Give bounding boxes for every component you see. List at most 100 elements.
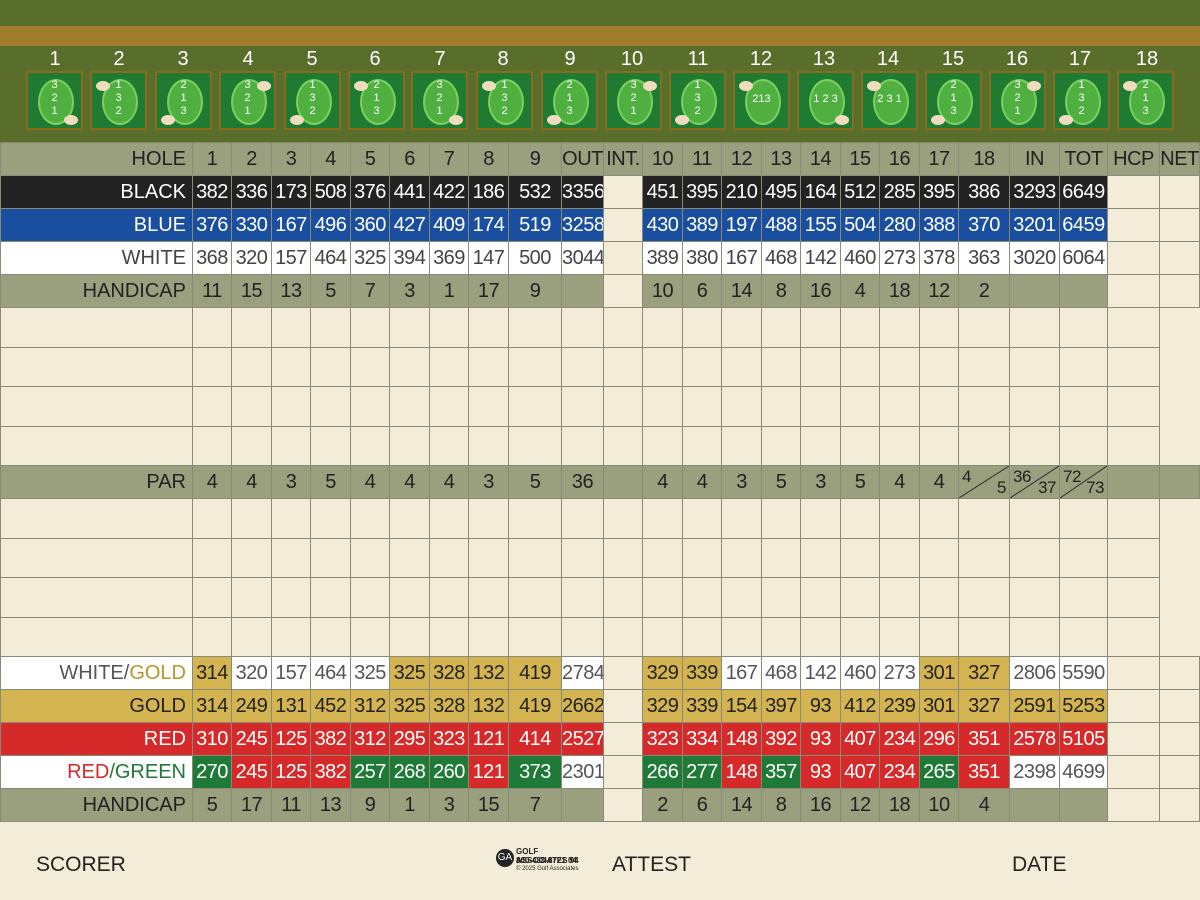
score-entry-cell[interactable]: [958, 537, 1010, 578]
score-entry-cell[interactable]: [429, 386, 469, 427]
score-entry-cell[interactable]: [879, 537, 920, 578]
yardage-cell[interactable]: [1159, 755, 1200, 789]
upper-score-row[interactable]: [0, 307, 1200, 348]
score-entry-cell[interactable]: [721, 537, 762, 578]
yardage-cell[interactable]: [1107, 722, 1160, 756]
score-entry-cell[interactable]: [271, 307, 311, 348]
score-entry-cell[interactable]: [642, 498, 683, 539]
lower-score-row[interactable]: [0, 616, 1200, 657]
score-entry-cell[interactable]: [468, 537, 509, 578]
score-entry-cell[interactable]: [310, 307, 351, 348]
score-entry-cell[interactable]: [919, 537, 959, 578]
score-entry-cell[interactable]: [350, 537, 390, 578]
score-entry-cell[interactable]: [603, 498, 643, 539]
score-entry-cell[interactable]: [561, 425, 604, 466]
score-entry-cell[interactable]: [389, 498, 430, 539]
score-entry-cell[interactable]: [800, 537, 841, 578]
score-entry-cell[interactable]: [1059, 425, 1108, 466]
score-entry-cell[interactable]: [231, 498, 272, 539]
score-entry-cell[interactable]: [271, 537, 311, 578]
score-entry-cell[interactable]: [1059, 346, 1108, 387]
lower-score-row[interactable]: [0, 537, 1200, 578]
score-entry-cell[interactable]: [1059, 498, 1108, 539]
score-entry-cell[interactable]: [429, 346, 469, 387]
score-entry-cell[interactable]: [192, 307, 232, 348]
score-entry-cell[interactable]: [468, 577, 509, 618]
score-entry-cell[interactable]: [1107, 307, 1160, 348]
score-entry-cell[interactable]: [800, 577, 841, 618]
score-entry-cell[interactable]: [271, 616, 311, 657]
score-entry-cell[interactable]: [800, 616, 841, 657]
score-entry-cell[interactable]: [958, 425, 1010, 466]
score-entry-cell[interactable]: [310, 537, 351, 578]
score-entry-cell[interactable]: [1107, 616, 1160, 657]
score-entry-cell[interactable]: [958, 616, 1010, 657]
score-entry-cell[interactable]: [761, 537, 801, 578]
score-entry-cell[interactable]: [603, 616, 643, 657]
score-entry-cell[interactable]: [429, 537, 469, 578]
score-entry-cell[interactable]: [919, 425, 959, 466]
score-entry-cell[interactable]: [192, 386, 232, 427]
yardage-cell[interactable]: [603, 274, 643, 308]
score-entry-cell[interactable]: [271, 425, 311, 466]
score-entry-cell[interactable]: [429, 498, 469, 539]
score-entry-cell[interactable]: [721, 307, 762, 348]
score-entry-cell[interactable]: [1107, 498, 1160, 539]
score-entry-cell[interactable]: [1009, 498, 1060, 539]
score-entry-cell[interactable]: [310, 386, 351, 427]
score-entry-cell[interactable]: [350, 577, 390, 618]
score-entry-cell[interactable]: [958, 498, 1010, 539]
score-entry-cell[interactable]: [310, 425, 351, 466]
score-entry-cell[interactable]: [271, 498, 311, 539]
score-entry-cell[interactable]: [192, 425, 232, 466]
yardage-cell[interactable]: [603, 656, 643, 690]
score-entry-cell[interactable]: [192, 616, 232, 657]
yardage-cell[interactable]: [1159, 722, 1200, 756]
score-entry-cell[interactable]: [389, 386, 430, 427]
yardage-cell[interactable]: [603, 788, 643, 822]
score-entry-cell[interactable]: [682, 307, 722, 348]
score-entry-cell[interactable]: [508, 425, 562, 466]
score-entry-cell[interactable]: [958, 346, 1010, 387]
score-entry-cell[interactable]: [1059, 537, 1108, 578]
score-entry-cell[interactable]: [389, 577, 430, 618]
score-entry-cell[interactable]: [561, 386, 604, 427]
score-entry-cell[interactable]: [271, 386, 311, 427]
score-entry-cell[interactable]: [761, 346, 801, 387]
score-entry-cell[interactable]: [389, 346, 430, 387]
upper-score-row[interactable]: [0, 346, 1200, 387]
score-entry-cell[interactable]: [721, 577, 762, 618]
score-entry-cell[interactable]: [879, 346, 920, 387]
score-entry-cell[interactable]: [429, 577, 469, 618]
score-entry-cell[interactable]: [231, 346, 272, 387]
score-entry-cell[interactable]: [1009, 386, 1060, 427]
score-entry-cell[interactable]: [231, 386, 272, 427]
lower-score-row[interactable]: [0, 498, 1200, 539]
score-entry-cell[interactable]: [561, 577, 604, 618]
player-name-cell[interactable]: [0, 307, 193, 348]
score-entry-cell[interactable]: [919, 498, 959, 539]
score-entry-cell[interactable]: [192, 346, 232, 387]
upper-score-row[interactable]: [0, 425, 1200, 466]
score-entry-cell[interactable]: [840, 537, 880, 578]
yardage-cell[interactable]: [603, 208, 643, 242]
score-entry-cell[interactable]: [642, 616, 683, 657]
score-entry-cell[interactable]: [840, 346, 880, 387]
yardage-cell[interactable]: [1107, 788, 1160, 822]
score-entry-cell[interactable]: [642, 386, 683, 427]
score-entry-cell[interactable]: [468, 616, 509, 657]
score-entry-cell[interactable]: [231, 425, 272, 466]
score-entry-cell[interactable]: [1059, 386, 1108, 427]
player-name-cell[interactable]: [0, 577, 193, 618]
score-entry-cell[interactable]: [429, 307, 469, 348]
score-entry-cell[interactable]: [468, 346, 509, 387]
score-entry-cell[interactable]: [429, 616, 469, 657]
player-name-cell[interactable]: [0, 616, 193, 657]
upper-score-row[interactable]: [0, 386, 1200, 427]
score-entry-cell[interactable]: [468, 498, 509, 539]
score-entry-cell[interactable]: [350, 346, 390, 387]
score-entry-cell[interactable]: [919, 616, 959, 657]
score-entry-cell[interactable]: [1009, 307, 1060, 348]
score-entry-cell[interactable]: [879, 307, 920, 348]
score-entry-cell[interactable]: [468, 425, 509, 466]
